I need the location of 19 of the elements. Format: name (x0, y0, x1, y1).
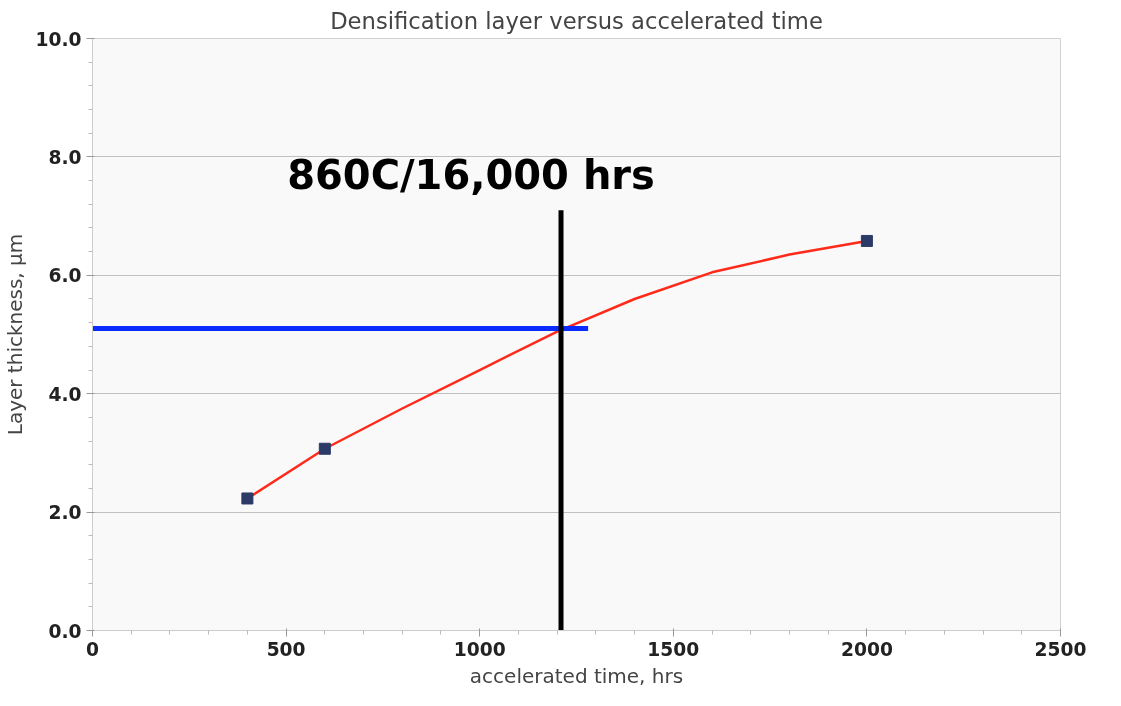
y-tick-label: 8.0 (48, 146, 82, 168)
x-tick-label: 1500 (647, 638, 700, 660)
annotation: 860C/16,000 hrs (287, 152, 655, 199)
point (241, 492, 254, 505)
y-axis-title: Layer thickness, µm (3, 233, 28, 436)
x-tick-label: 1000 (453, 638, 506, 660)
x-tick-label: 0 (86, 638, 100, 660)
point (318, 442, 331, 455)
chart-title: Densification layer versus accelerated time (330, 7, 823, 34)
y-tick-label: 4.0 (48, 383, 82, 405)
x-tick-label: 2000 (840, 638, 893, 660)
y-tick-label: 0.0 (48, 620, 82, 642)
x-axis-title: accelerated time, hrs (469, 663, 684, 688)
y-tick-label: 6.0 (48, 265, 82, 287)
point (860, 234, 873, 247)
y-tick-label: 2.0 (48, 502, 82, 524)
x-tick-label: 500 (266, 638, 306, 660)
x-tick-label: 2500 (1034, 638, 1087, 660)
y-tick-label: 10.0 (35, 28, 82, 50)
